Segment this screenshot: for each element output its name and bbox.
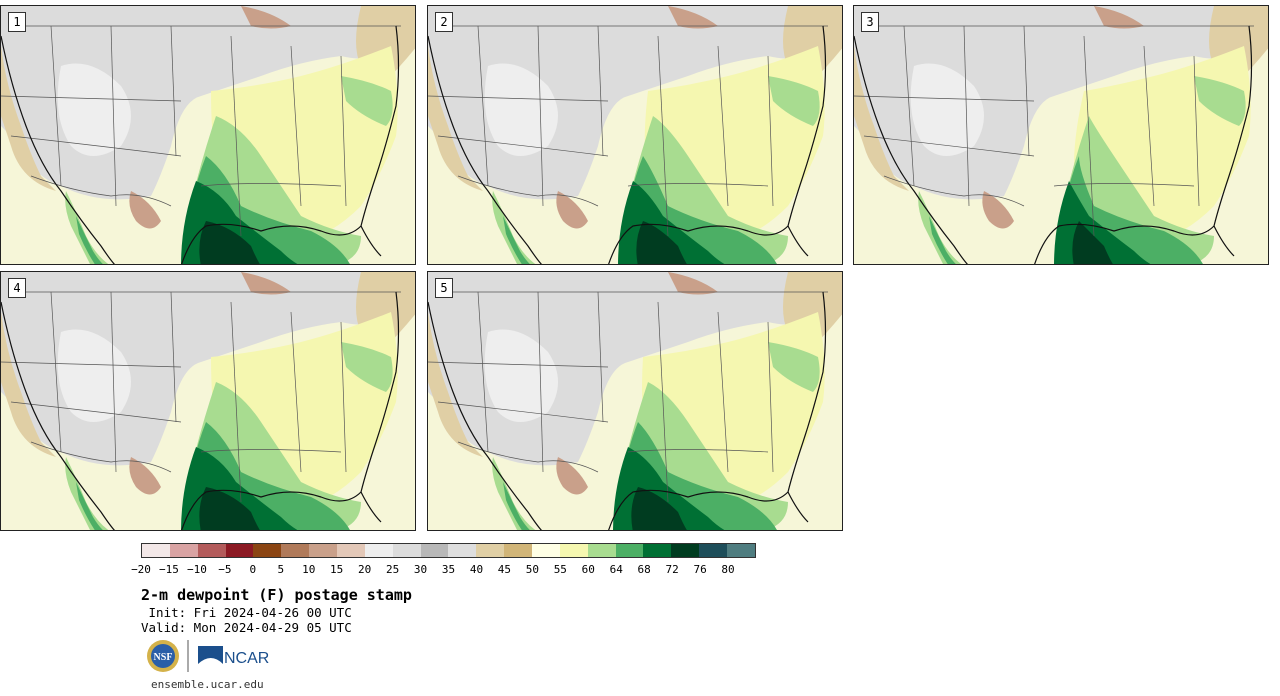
colorbar-tick-label: 68 bbox=[637, 563, 651, 576]
colorbar-swatch bbox=[309, 544, 338, 557]
panel-label: 3 bbox=[861, 12, 879, 32]
colorbar-tick-label: 15 bbox=[330, 563, 344, 576]
colorbar-tick-label: 20 bbox=[358, 563, 372, 576]
colorbar-swatch bbox=[225, 544, 254, 557]
ncar-logo-text: NCAR bbox=[224, 650, 269, 667]
ensemble-member-panel-3: 3 bbox=[853, 5, 1269, 265]
colorbar-tick-label: 35 bbox=[441, 563, 456, 576]
panel-label: 1 bbox=[8, 12, 26, 32]
colorbar-tick-label: 30 bbox=[413, 563, 428, 576]
colorbar-swatch bbox=[253, 544, 282, 557]
colorbar-tick-label: −5 bbox=[218, 563, 232, 576]
colorbar-tick-label: 50 bbox=[525, 563, 539, 576]
colorbar-tick-label: −15 bbox=[159, 563, 179, 576]
colorbar-swatch bbox=[337, 544, 365, 557]
colorbar-swatch bbox=[281, 544, 310, 557]
init-time: Init: Fri 2024-04-26 00 UTC bbox=[141, 605, 352, 620]
colorbar-swatch bbox=[392, 544, 421, 557]
logos: NSF NCAR bbox=[145, 638, 275, 674]
colorbar-tick-label: 72 bbox=[665, 563, 679, 576]
ensemble-member-panel-4: 4 bbox=[0, 271, 416, 531]
colorbar-tick-label: 80 bbox=[721, 563, 735, 576]
nsf-logo: NSF bbox=[147, 640, 179, 672]
nsf-logo-text: NSF bbox=[154, 652, 173, 663]
colorbar-swatch bbox=[587, 544, 616, 557]
colorbar-ticks: −20 −15 −10 −5 0 5 10 15 20 25 30 35 40 45 50 55 60 64 68 7… bbox=[131, 563, 756, 577]
footer-url: ensemble.ucar.edu bbox=[151, 678, 264, 691]
colorbar-tick-label: 0 bbox=[249, 563, 257, 576]
colorbar-swatch bbox=[420, 544, 449, 557]
colorbar-tick-label: 45 bbox=[497, 563, 512, 576]
colorbar-tick-label: −20 bbox=[131, 563, 151, 576]
colorbar-swatch bbox=[559, 544, 588, 557]
colorbar-swatch bbox=[671, 544, 700, 557]
colorbar-swatch bbox=[448, 544, 477, 557]
ncar-logo: NCAR bbox=[198, 646, 269, 667]
colorbar-swatch bbox=[727, 544, 755, 557]
panel-label: 2 bbox=[435, 12, 453, 32]
colorbar-tick-label: 10 bbox=[302, 563, 316, 576]
colorbar-swatch bbox=[504, 544, 533, 557]
panel-label: 5 bbox=[435, 278, 453, 298]
panel-label: 4 bbox=[8, 278, 26, 298]
dewpoint-colorbar bbox=[141, 543, 756, 558]
colorbar-swatch bbox=[615, 544, 644, 557]
colorbar-swatch bbox=[142, 544, 170, 557]
valid-time: Valid: Mon 2024-04-29 05 UTC bbox=[141, 620, 352, 635]
colorbar-swatch bbox=[364, 544, 393, 557]
plot-title: 2-m dewpoint (F) postage stamp bbox=[141, 586, 412, 604]
colorbar-swatch bbox=[699, 544, 728, 557]
colorbar-swatch bbox=[169, 544, 198, 557]
colorbar-tick-label: 25 bbox=[385, 563, 400, 576]
ensemble-member-panel-1: 1 bbox=[0, 5, 416, 265]
colorbar-swatch bbox=[532, 544, 560, 557]
colorbar-tick-label: 64 bbox=[609, 563, 623, 576]
ensemble-member-panel-2: 2 bbox=[427, 5, 843, 265]
colorbar-tick-label: 55 bbox=[553, 563, 567, 576]
colorbar-swatch bbox=[643, 544, 672, 557]
colorbar-swatch bbox=[476, 544, 505, 557]
colorbar-tick-label: −10 bbox=[186, 563, 207, 576]
colorbar-tick-label: 5 bbox=[277, 563, 285, 576]
colorbar-tick-label: 76 bbox=[693, 563, 707, 576]
colorbar-tick-label: 40 bbox=[469, 563, 484, 576]
colorbar-swatch bbox=[197, 544, 226, 557]
colorbar-tick-label: 60 bbox=[581, 563, 595, 576]
ensemble-member-panel-5: 5 bbox=[427, 271, 843, 531]
